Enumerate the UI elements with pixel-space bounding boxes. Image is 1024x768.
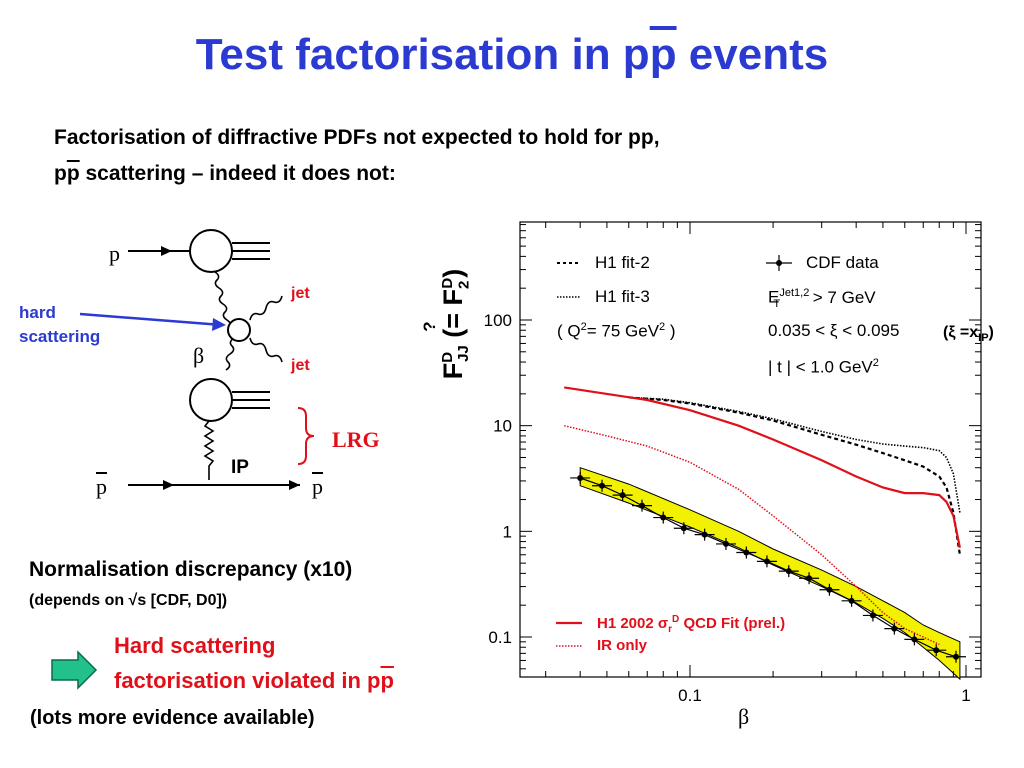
antiproton-in-label: p [96, 474, 107, 499]
hard-scatter-line-1: Hard scattering [114, 633, 276, 658]
cdf-point [577, 474, 584, 481]
x-axis-label: β [738, 704, 750, 729]
cdf-point [743, 549, 750, 556]
legend-et: EJet1,2T > 7 GeV [768, 287, 876, 311]
cdf-point [806, 575, 813, 582]
y-tick-label: 1 [503, 522, 512, 541]
legend-ir-only: IR only [597, 637, 648, 654]
cdf-point [891, 625, 898, 632]
x-tick-label: 1 [961, 686, 970, 705]
beta-label: β [193, 343, 205, 368]
y-axis-label: FDJJ ? (= F2D) [420, 268, 473, 380]
intro-line-1: Factorisation of diffractive PDFs not ex… [54, 126, 660, 149]
proton-label: p [109, 241, 120, 266]
cdf-point [660, 514, 667, 521]
cdf-point [619, 492, 626, 499]
cdf-point [826, 586, 833, 593]
cdf-point [680, 525, 687, 532]
series-line-ir-only [564, 424, 940, 646]
antiproton-out-label: p [312, 474, 323, 499]
hard-scatter-line-2: factorisation violated in pp [114, 668, 394, 693]
legend-h1fit2: H1 fit-2 [595, 253, 650, 272]
lrg-label: LRG [332, 427, 380, 452]
cdf-point [638, 502, 645, 509]
cdf-point [869, 612, 876, 619]
legend-t-range: | t | < 1.0 GeV2 [768, 357, 879, 377]
jet-top-label: jet [291, 285, 310, 302]
jet-bottom-label: jet [291, 357, 310, 374]
legend-q2: ( Q2= 75 GeV2 ) [557, 321, 676, 341]
y-tick-label: 0.1 [488, 628, 512, 647]
cdf-point [933, 647, 940, 654]
cdf-point [599, 482, 606, 489]
slide-title: Test factorisation in pp events [195, 30, 829, 79]
legend-xi-range: 0.035 < ξ < 0.095 [768, 321, 900, 340]
legend-cdf: CDF data [806, 253, 879, 272]
legend-h1fit3: H1 fit-3 [595, 287, 650, 306]
cdf-point [911, 636, 918, 643]
x-tick-label: 0.1 [678, 686, 702, 705]
series-line-h1-2002-rd-qcd-fit-prel- [564, 386, 961, 548]
y-tick-label: 10 [493, 417, 512, 436]
cdf-point [953, 653, 960, 660]
legend-xi-def: (ξ =xIP) [943, 324, 994, 345]
legend-h1-2002: H1 2002 σrD QCD Fit (prel.) [597, 614, 786, 635]
intro-line-2: pp scattering – indeed it does not: [54, 162, 396, 185]
series-line-h1-fit-3 [628, 396, 961, 513]
normalisation-text: Normalisation discrepancy (x10) [29, 558, 353, 581]
ip-label: IP [231, 457, 249, 478]
cdf-point [785, 568, 792, 575]
error-band [579, 467, 961, 681]
cdf-point [701, 531, 708, 538]
legend-marker-cdf-dot [776, 260, 782, 266]
right-arrow-icon [51, 650, 98, 690]
y-tick-label: 100 [484, 311, 512, 330]
series-line-h1-fit-2 [628, 396, 961, 555]
hard-scattering-label: hard scattering [19, 303, 101, 346]
cdf-point [763, 558, 770, 565]
lots-more-text: (lots more evidence available) [30, 707, 315, 729]
cdf-point [722, 540, 729, 547]
feynman-diagram [79, 229, 315, 490]
cdf-point [848, 597, 855, 604]
depends-text: (depends on √s [CDF, D0]) [29, 592, 228, 609]
plot-frame [519, 221, 982, 678]
